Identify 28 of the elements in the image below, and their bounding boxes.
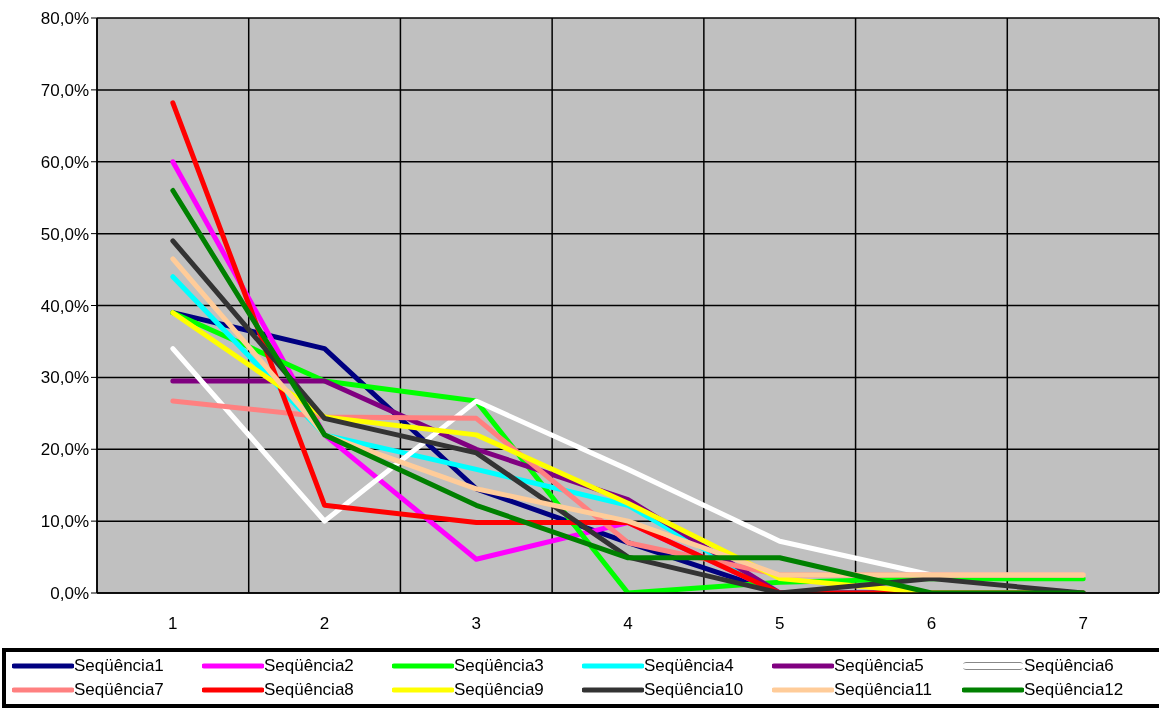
legend-label: Seqüência8 — [264, 680, 354, 700]
x-tick-label: 6 — [926, 614, 937, 634]
legend-label: Seqüência12 — [1024, 680, 1124, 700]
legend-label: Seqüência6 — [1024, 656, 1114, 676]
x-tick-label: 7 — [1078, 614, 1088, 634]
legend-label: Seqüência9 — [454, 680, 544, 700]
y-tick-label: 40,0% — [40, 296, 89, 316]
y-tick-label: 30,0% — [40, 368, 89, 388]
legend-label: Seqüência2 — [264, 656, 354, 676]
y-tick-label: 80,0% — [40, 9, 89, 29]
y-tick-label: 60,0% — [40, 152, 89, 172]
legend-label: Seqüência11 — [834, 680, 932, 700]
x-tick-label: 3 — [471, 614, 482, 634]
legend-label: Seqüência1 — [74, 656, 164, 676]
legend-label: Seqüência4 — [644, 656, 734, 676]
y-tick-label: 70,0% — [40, 80, 89, 100]
y-tick-label: 20,0% — [40, 440, 89, 460]
y-tick-label: 50,0% — [40, 224, 89, 244]
legend-label: Seqüência7 — [74, 680, 164, 700]
legend-label: Seqüência10 — [644, 680, 744, 700]
y-tick-label: 10,0% — [40, 512, 89, 532]
x-tick-label: 1 — [168, 614, 178, 634]
x-tick-label: 2 — [319, 614, 330, 634]
legend-label: Seqüência5 — [834, 656, 924, 676]
legend-label: Seqüência3 — [454, 656, 544, 676]
x-tick-label: 4 — [623, 614, 633, 634]
y-tick-label: 0,0% — [50, 584, 89, 604]
x-tick-label: 5 — [774, 614, 785, 634]
